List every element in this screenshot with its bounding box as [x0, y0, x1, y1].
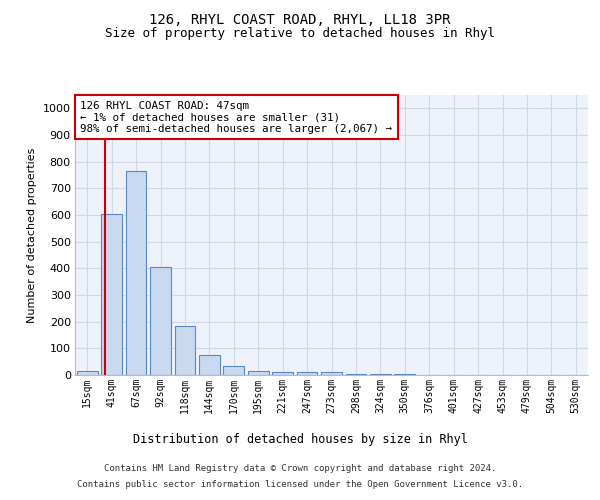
Text: Contains public sector information licensed under the Open Government Licence v3: Contains public sector information licen… — [77, 480, 523, 489]
Text: 126, RHYL COAST ROAD, RHYL, LL18 3PR: 126, RHYL COAST ROAD, RHYL, LL18 3PR — [149, 12, 451, 26]
Bar — [272, 372, 293, 375]
Bar — [370, 374, 391, 375]
Text: Size of property relative to detached houses in Rhyl: Size of property relative to detached ho… — [105, 28, 495, 40]
Y-axis label: Number of detached properties: Number of detached properties — [27, 148, 37, 322]
Bar — [321, 372, 342, 375]
Bar — [223, 366, 244, 375]
Bar — [394, 374, 415, 375]
Bar — [248, 371, 269, 375]
Bar — [296, 372, 317, 375]
Bar — [150, 267, 171, 375]
Bar — [199, 355, 220, 375]
Bar — [175, 326, 196, 375]
Text: Distribution of detached houses by size in Rhyl: Distribution of detached houses by size … — [133, 432, 467, 446]
Text: Contains HM Land Registry data © Crown copyright and database right 2024.: Contains HM Land Registry data © Crown c… — [104, 464, 496, 473]
Bar — [125, 171, 146, 375]
Text: 126 RHYL COAST ROAD: 47sqm
← 1% of detached houses are smaller (31)
98% of semi-: 126 RHYL COAST ROAD: 47sqm ← 1% of detac… — [80, 100, 392, 134]
Bar — [346, 374, 367, 375]
Bar — [77, 371, 98, 375]
Bar — [101, 214, 122, 375]
